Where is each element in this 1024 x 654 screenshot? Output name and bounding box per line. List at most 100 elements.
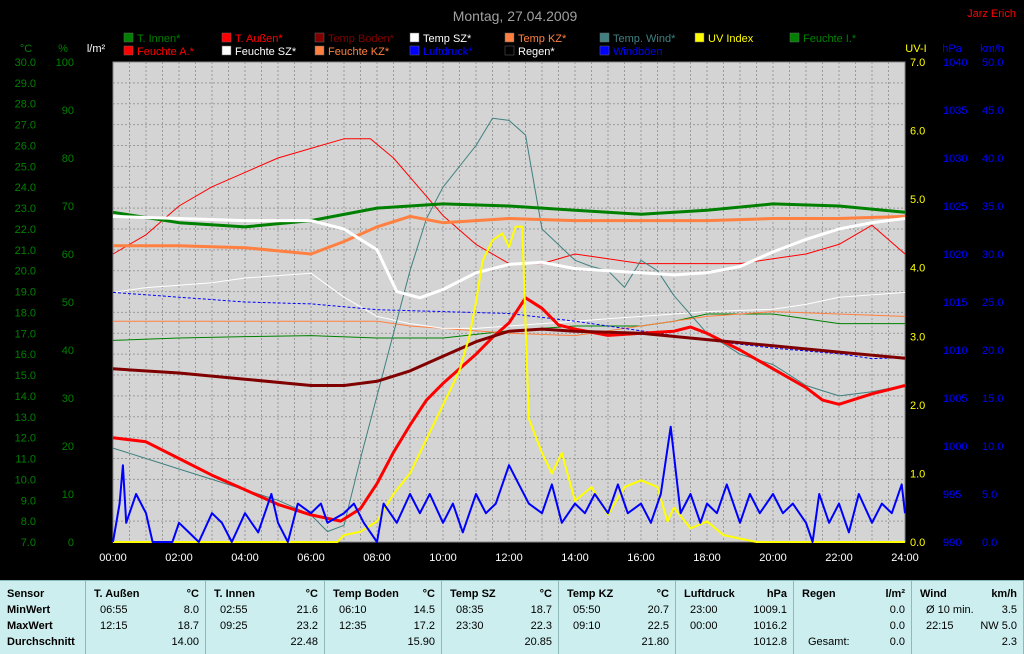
humidity-tick-label: 10 [62,489,74,501]
stats-col-unit: °C [656,588,669,600]
wind-tick-label: 10.0 [982,441,1003,453]
legend-swatch [123,32,134,43]
stats-col-name: T. Innen [214,588,255,600]
stats-value: 22.5 [647,620,669,632]
stats-time: Ø 10 min. [926,604,974,616]
stats-time: 08:35 [456,604,484,616]
rain-tick-label: 5.0 [95,57,110,69]
pressure-tick-label: 1005 [943,393,967,405]
legend-label: Regen* [518,46,555,58]
stats-value: 8.0 [183,604,199,616]
x-tick-label: 16:00 [627,552,655,564]
stats-col: Regen l/m² 0.0 0.0 Gesamt: 0.0 [794,581,912,654]
pressure-tick-label: 1035 [943,105,967,117]
pressure-tick-label: 1040 [943,57,967,69]
wind-tick-label: 5.0 [982,489,997,501]
legend-label: Feuchte I.* [803,33,857,45]
series-line [113,311,906,337]
stats-value: 15.90 [407,636,435,648]
series-line [113,225,905,543]
minwert-label: MinWert [7,604,51,616]
legend-swatch [789,32,800,43]
sensor-header: Sensor [7,588,45,600]
stats-time: 06:55 [100,604,128,616]
temp-tick-label: 22.0 [15,224,36,236]
stats-col-unit: °C [305,588,318,600]
temp-tick-label: 23.0 [15,203,36,215]
series-line [112,214,906,300]
weather-chart: Montag, 27.04.2009 Jarz Erich T. Innen* T… [14,8,1016,564]
wind-tick-label: 35.0 [982,201,1003,213]
stats-value: 20.85 [524,636,552,648]
temp-tick-label: 21.0 [15,245,36,257]
pressure-tick-label: 1015 [943,297,967,309]
stats-value: 21.6 [296,604,318,616]
pressure-tick-label: 995 [943,489,961,501]
uv-tick-label: 1.0 [910,468,925,480]
stats-col-name: Wind [920,588,947,600]
pressure-tick-label: 1010 [943,345,967,357]
legend-swatch [694,32,705,43]
stats-col-name: Temp KZ [567,588,614,600]
legend-label: UV Index [708,33,754,45]
series-line [112,117,906,533]
humidity-tick-label: 40 [62,345,74,357]
legend-swatch [599,45,610,56]
series-line [112,202,906,229]
pressure-tick-label: 1000 [943,441,967,453]
temp-unit-label: °C [20,43,32,55]
temp-tick-label: 18.0 [15,307,36,319]
legend-label: T. Außen* [235,33,283,45]
stats-col-name: Temp SZ [450,588,496,600]
humidity-tick-label: 30 [62,393,74,405]
wind-unit-label: km/h [980,43,1004,55]
stats-value: 18.7 [177,620,199,632]
temp-tick-label: 26.0 [15,140,36,152]
stats-time: 02:55 [220,604,248,616]
series-line [112,138,906,265]
stats-value: 17.2 [413,620,435,632]
stats-time: 12:35 [339,620,367,632]
legend-label: Temp Boden* [328,33,395,45]
temp-tick-label: 12.0 [15,433,36,445]
temp-tick-label: 28.0 [15,99,36,111]
stats-col: Temp KZ °C 05:50 20.7 09:10 22.5 21.80 [559,581,676,654]
x-tick-label: 14:00 [561,552,589,564]
stats-time: 05:50 [573,604,601,616]
series-line [112,327,906,387]
x-tick-label: 06:00 [297,552,325,564]
legend-label: Windböen [613,46,663,58]
stats-time: 09:25 [220,620,248,632]
stats-value: 0.0 [889,636,905,648]
stats-time: 12:15 [100,620,128,632]
pressure-tick-label: 1030 [943,153,967,165]
uv-tick-label: 5.0 [910,194,925,206]
legend-label: Feuchte A.* [137,46,195,58]
x-tick-label: 00:00 [99,552,127,564]
humidity-tick-label: 80 [62,153,74,165]
wind-tick-label: 50.0 [982,57,1003,69]
wind-tick-label: 45.0 [982,105,1003,117]
stats-value: 1012.8 [753,636,787,648]
stats-time: 09:10 [573,620,601,632]
stats-value: 22.3 [530,620,552,632]
pressure-tick-label: 1020 [943,249,967,261]
x-tick-label: 22:00 [825,552,853,564]
stats-value: 20.7 [647,604,669,616]
humidity-tick-label: 90 [62,105,74,117]
stats-value: 1009.1 [753,604,787,616]
durchschnitt-label: Durchschnitt [7,636,75,648]
stats-col-unit: l/m² [885,588,905,600]
legend-label: Feuchte SZ* [235,46,297,58]
rain-tick-label: 2.0 [95,345,110,357]
rain-tick-label: 3.0 [95,249,110,261]
temp-tick-label: 30.0 [15,57,36,69]
stats-col: T. Außen °C 06:55 8.0 12:15 18.7 14.00 [86,581,206,654]
legend-swatch [221,45,232,56]
legend-swatch [314,45,325,56]
rain-tick-label: 4.0 [95,153,110,165]
rain-tick-label: 1.0 [95,441,110,453]
x-tick-label: 24:00 [891,552,919,564]
pressure-tick-label: 990 [943,537,961,549]
series-line [113,214,906,256]
